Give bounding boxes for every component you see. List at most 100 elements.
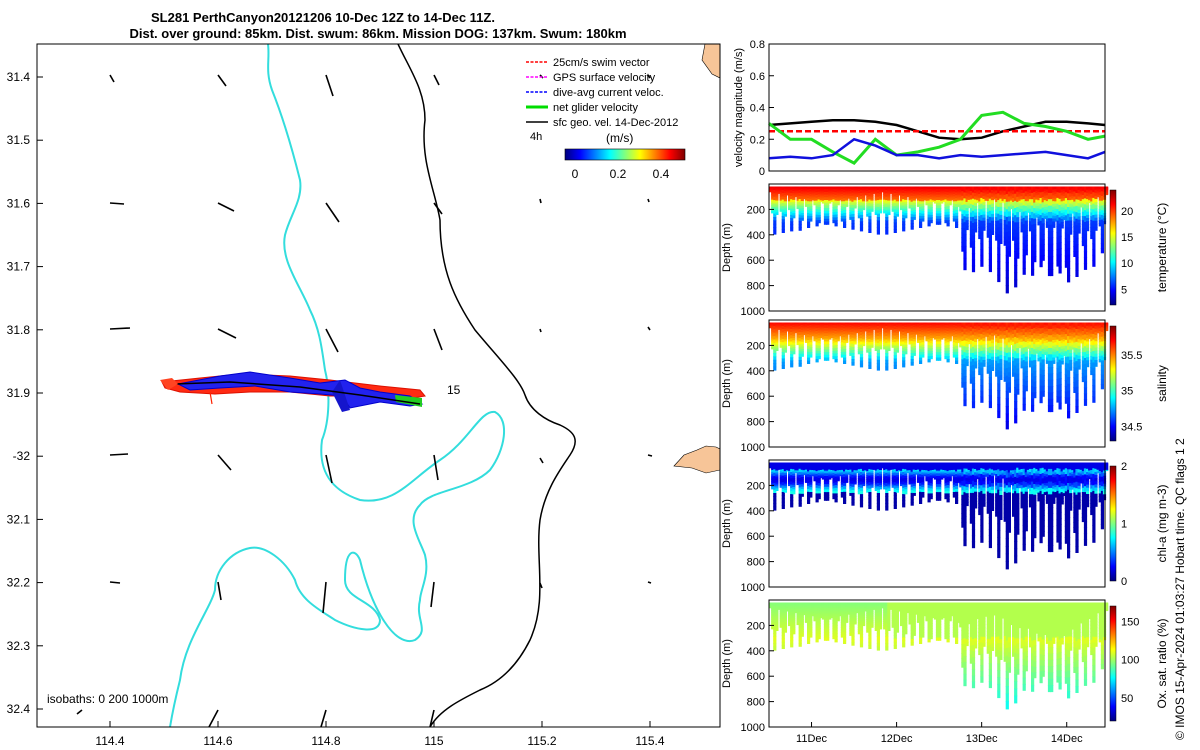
section-cell <box>819 197 823 199</box>
section-cell <box>798 322 802 327</box>
section-cell <box>1077 196 1081 201</box>
section-cell <box>1094 192 1098 197</box>
section-cell <box>1033 218 1037 225</box>
section-cell <box>902 202 906 207</box>
section-cell <box>1047 250 1052 258</box>
section-cell <box>931 199 935 201</box>
section-cell <box>1018 206 1022 209</box>
section-cell <box>976 331 980 334</box>
section-cell <box>1035 346 1039 350</box>
section-cell <box>830 186 834 189</box>
section-cell <box>1024 380 1028 387</box>
section-cell <box>853 330 857 333</box>
section-cell <box>1014 329 1018 338</box>
section-cell <box>1052 328 1056 332</box>
section-cell <box>1081 199 1085 204</box>
section-cell <box>1035 186 1039 190</box>
section-cell <box>771 324 775 327</box>
section-cell <box>802 331 806 334</box>
section-cell <box>1022 341 1026 349</box>
section-cell <box>1058 254 1062 262</box>
section-cell <box>982 214 986 219</box>
section-cell <box>821 326 825 328</box>
section-cell <box>1050 386 1054 394</box>
section-cell <box>1054 203 1058 207</box>
section-cell <box>857 204 861 208</box>
section-cell <box>1092 220 1096 227</box>
section-cell <box>946 322 950 326</box>
section-cell <box>790 202 794 207</box>
section-cell <box>952 339 956 343</box>
section-cell <box>1083 204 1088 211</box>
section-cell <box>944 322 948 326</box>
section-cell <box>794 327 798 329</box>
section-cell <box>781 219 785 224</box>
section-cell <box>876 193 880 198</box>
section-cell <box>971 223 976 230</box>
section-cell <box>1012 205 1016 211</box>
section-cell <box>980 192 984 199</box>
section-cell <box>828 322 832 325</box>
section-cell <box>783 186 787 190</box>
section-cell <box>883 199 887 203</box>
section-cell <box>838 333 842 336</box>
section-cell <box>1100 360 1104 366</box>
section-cell <box>1022 186 1026 194</box>
section-cell <box>779 333 783 336</box>
section-cell <box>980 220 984 227</box>
section-cell <box>957 339 961 342</box>
section-cell <box>870 327 874 331</box>
section-cell <box>1050 231 1054 238</box>
section-cell <box>914 330 918 333</box>
section-cell <box>819 334 823 336</box>
section-cell <box>1054 337 1058 341</box>
section-cell <box>1086 218 1090 222</box>
section-cell <box>790 325 794 330</box>
section-cell <box>965 192 969 197</box>
section-cell <box>900 329 904 332</box>
section-cell <box>1026 186 1030 189</box>
section-cell <box>832 204 836 208</box>
section-cell <box>1028 338 1033 343</box>
section-cell <box>1060 216 1064 220</box>
section-cell <box>878 197 883 201</box>
section-cell <box>1083 216 1088 223</box>
section-cell <box>866 341 870 345</box>
section-cell <box>802 330 806 332</box>
section-cell <box>887 342 891 346</box>
section-cell <box>893 335 897 340</box>
isobaths-label: isobaths: 0 200 1000m <box>47 692 168 706</box>
section-cell <box>959 329 963 332</box>
section-cell <box>1024 191 1028 197</box>
section-cell <box>957 328 961 331</box>
section-cell <box>952 203 956 207</box>
section-cell <box>929 325 933 329</box>
section-cell <box>995 364 999 370</box>
section-cell <box>1100 214 1104 221</box>
section-cell <box>830 332 834 334</box>
section-cell <box>1062 212 1066 216</box>
section-cell <box>980 356 984 363</box>
section-cell <box>775 186 779 190</box>
section-cell <box>851 340 855 345</box>
section-cell <box>1005 360 1009 369</box>
section-cell <box>984 334 988 336</box>
section-cell <box>771 331 775 335</box>
section-cell <box>978 212 982 217</box>
section-cell <box>828 200 832 203</box>
section-cell <box>823 205 828 209</box>
section-cell <box>891 329 895 332</box>
section-cell <box>959 207 963 210</box>
section-cell <box>773 189 777 194</box>
section-cell <box>982 350 986 355</box>
section-cell <box>823 200 828 204</box>
section-frame <box>768 183 1106 312</box>
section-cell <box>874 342 878 346</box>
section-cell <box>862 327 866 330</box>
section-cell <box>1098 195 1102 199</box>
section-cell <box>946 331 950 335</box>
section-cell <box>995 353 999 358</box>
section-cell <box>978 322 982 327</box>
section-cell <box>963 376 967 383</box>
section-cell <box>834 342 838 346</box>
